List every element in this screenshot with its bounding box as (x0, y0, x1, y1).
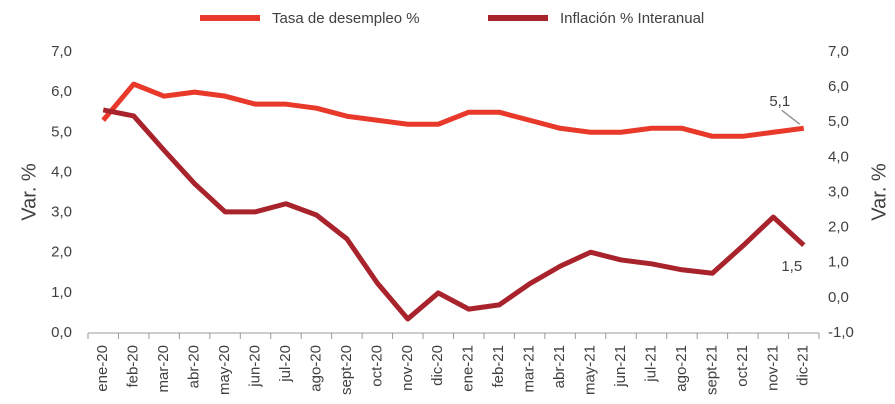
leader-line (781, 109, 801, 125)
x-tick-label: mar-21 (521, 345, 538, 393)
data-label: 5,1 (769, 93, 790, 110)
x-tick-label: jun-20 (246, 345, 263, 388)
x-tick-label: dic-21 (795, 345, 812, 386)
y-tick-label: 0,0 (51, 324, 72, 341)
x-tick-label: feb-21 (490, 345, 507, 388)
x-tick-label: nov-21 (764, 345, 781, 391)
y2-tick-label: 3,0 (828, 183, 849, 200)
y-tick-label: 6,0 (51, 83, 72, 100)
y-tick-label: 4,0 (51, 163, 72, 180)
x-tick-label: sept-21 (703, 345, 720, 395)
x-tick-label: jul-20 (277, 345, 294, 383)
x-tick-label: feb-20 (125, 345, 142, 388)
y2-tick-label: 6,0 (828, 78, 849, 95)
x-tick-label: jul-21 (642, 345, 659, 383)
y2-tick-label: 7,0 (828, 43, 849, 60)
y2-tick-label: 2,0 (828, 219, 849, 236)
y2-tick-label: 0,0 (828, 289, 849, 306)
data-label: 1,5 (781, 258, 802, 275)
y2-tick-label: 5,0 (828, 113, 849, 130)
y-tick-label: 3,0 (51, 204, 72, 221)
y-tick-label: 7,0 (51, 43, 72, 60)
x-tick-label: nov-20 (399, 345, 416, 391)
x-tick-label: sept-20 (338, 345, 355, 395)
y-tick-label: 2,0 (51, 244, 72, 261)
legend-label: Tasa de desempleo % (272, 10, 420, 27)
y2-tick-label: 4,0 (828, 148, 849, 165)
x-tick-label: dic-20 (429, 345, 446, 386)
series-line (102, 107, 806, 322)
x-tick-label: ene-21 (460, 345, 477, 392)
y-axis-title: Var. % (18, 163, 40, 221)
x-tick-label: oct-21 (734, 345, 751, 387)
y2-tick-label: 1,0 (828, 254, 849, 271)
x-tick-label: ene-20 (94, 345, 111, 392)
x-tick-label: abr-20 (186, 345, 203, 388)
y-tick-label: 1,0 (51, 284, 72, 301)
x-tick-label: may-21 (582, 345, 599, 395)
x-tick-label: jun-21 (612, 345, 629, 388)
series-line (101, 81, 805, 139)
y2-tick-label: -1,0 (828, 324, 854, 341)
x-tick-label: may-20 (216, 345, 233, 395)
x-tick-label: mar-20 (155, 345, 172, 393)
y2-axis-title: Var. % (868, 163, 890, 221)
legend-label: Inflación % Interanual (560, 10, 704, 27)
x-tick-label: ago-21 (673, 345, 690, 392)
y-tick-label: 5,0 (51, 123, 72, 140)
x-tick-label: abr-21 (551, 345, 568, 388)
x-tick-label: ago-20 (307, 345, 324, 392)
x-tick-label: oct-20 (368, 345, 385, 387)
